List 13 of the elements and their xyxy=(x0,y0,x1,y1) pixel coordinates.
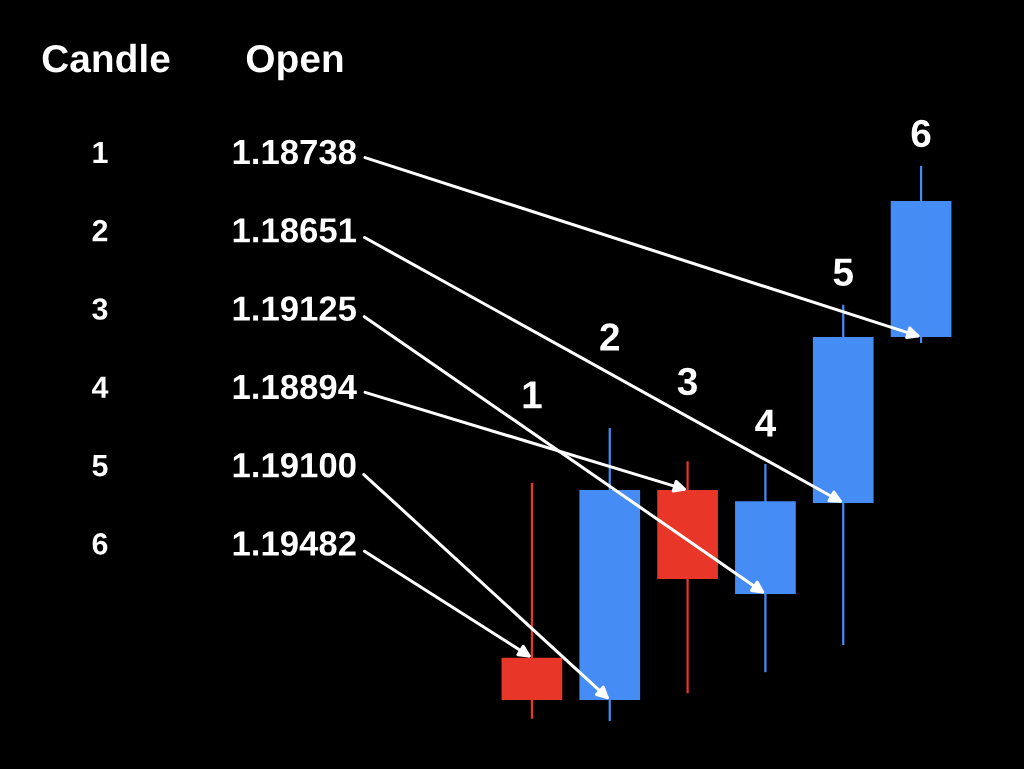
text: 5 xyxy=(92,455,108,477)
text: Open xyxy=(246,44,343,81)
text: 6 xyxy=(92,533,108,555)
text: 2 xyxy=(92,219,108,242)
annotation: 1.19100 xyxy=(233,452,356,478)
annotation: 1.18894 xyxy=(233,374,357,400)
annotation: 1.18738 xyxy=(233,139,356,165)
annotation: 1.19125 xyxy=(233,296,357,321)
text: 3 xyxy=(92,298,108,320)
annotation: 1.19482 xyxy=(233,531,356,556)
text: 1 xyxy=(93,141,108,163)
annotation: 1.18651 xyxy=(233,218,357,243)
text: Candle xyxy=(42,43,170,73)
